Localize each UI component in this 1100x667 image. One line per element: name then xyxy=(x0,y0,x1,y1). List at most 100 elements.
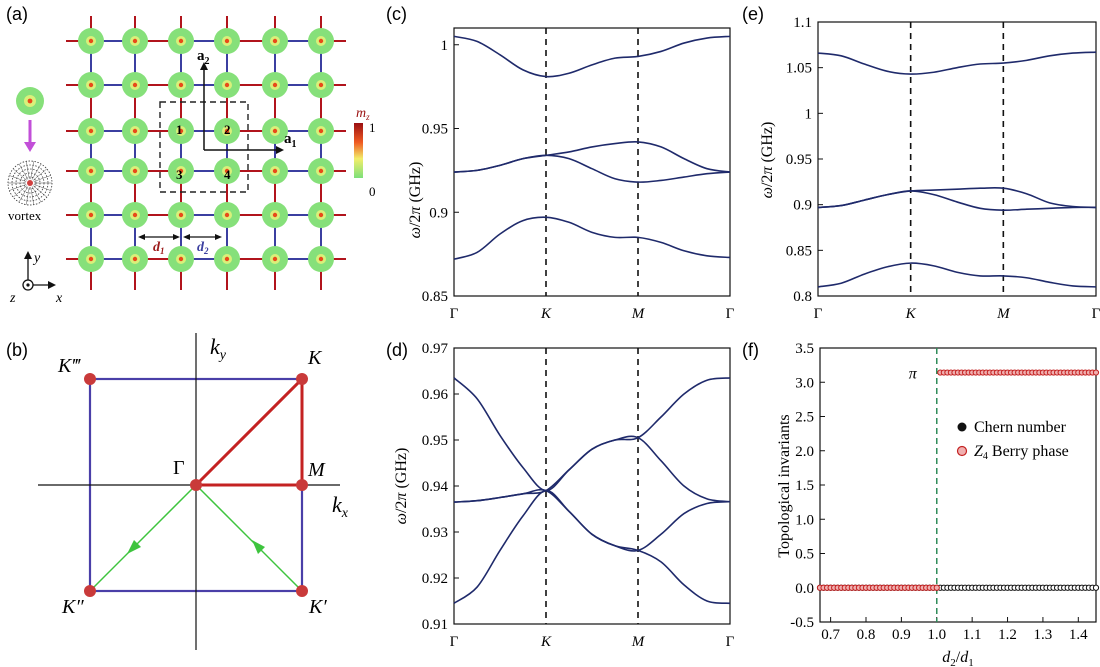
y-axis-arrowhead xyxy=(24,251,32,259)
green-arrow-right xyxy=(252,540,265,554)
xtick-label: K xyxy=(540,306,552,322)
skyrmion-core xyxy=(132,82,138,88)
d1-label: d1 xyxy=(153,240,165,256)
a2-arrowhead xyxy=(200,62,208,70)
vortex-label: vortex xyxy=(8,208,42,223)
panel-b: (b) K‴ K Γ M K″ K′ ky kx xyxy=(6,333,349,650)
ytick-label: 0.5 xyxy=(795,547,814,563)
xtick-label: 1.4 xyxy=(1069,627,1088,643)
band-band1 xyxy=(453,489,731,605)
skyrmion-core xyxy=(318,128,324,134)
panel-c-ylabel: ω/2π (GHz) xyxy=(407,162,424,239)
point-K xyxy=(296,373,308,385)
panel-d-ylabel: ω/2π (GHz) xyxy=(393,448,410,525)
ytick-label: 1.0 xyxy=(795,512,814,528)
z-axis-label: z xyxy=(9,291,16,306)
xtick-label: Γ xyxy=(450,306,459,322)
skyrmion-core xyxy=(132,128,138,134)
xtick-label: Γ xyxy=(1092,306,1100,322)
ytick-label: 1 xyxy=(441,38,449,54)
colorbar-max: 1 xyxy=(369,120,376,135)
point-M xyxy=(296,479,308,491)
xtick-label: M xyxy=(631,634,646,650)
point-Kp xyxy=(296,585,308,597)
xtick-label: Γ xyxy=(814,306,823,322)
y-axis-label: y xyxy=(32,251,41,266)
ytick-label: 0.95 xyxy=(786,152,812,168)
d2-arrowhead-left xyxy=(183,234,190,240)
ytick-label: 0.8 xyxy=(793,289,812,305)
plot-frame xyxy=(453,347,731,625)
z4-point xyxy=(933,584,940,591)
xtick-label: 1.1 xyxy=(963,627,982,643)
skyrmion-core xyxy=(318,82,324,88)
skyrmion-core xyxy=(224,82,230,88)
band-band1 xyxy=(817,262,1097,288)
skyrmion-core xyxy=(88,168,94,174)
skyrmion-core xyxy=(318,212,324,218)
ytick-label: 1 xyxy=(805,106,813,122)
skyrmion-core xyxy=(132,256,138,262)
skyrmion-core xyxy=(88,256,94,262)
legend-z4-label: Z4 Berry phase xyxy=(974,443,1069,462)
ytick-label: 0.96 xyxy=(422,387,449,403)
single-skyrmion-core xyxy=(27,98,33,104)
panel-d-plot: 0.91 0.92 0.93 0.94 0.95 0.96 0.97 Γ K M Γ xyxy=(422,341,735,650)
green-path-right xyxy=(195,484,303,592)
ytick-label: 2.0 xyxy=(795,444,814,460)
label-Kp: K′ xyxy=(308,596,327,618)
xlabel-sub2: 2 xyxy=(950,657,956,667)
legend: Chern number Z4 Berry phase xyxy=(949,413,1095,465)
a2-label: a2 xyxy=(197,48,210,67)
legend-z4-Z: Z xyxy=(974,443,984,460)
ylabel-unit: (GHz) xyxy=(759,122,776,167)
ytick-label: 2.5 xyxy=(795,410,814,426)
xtick-label: Γ xyxy=(450,634,459,650)
skyrmion-core xyxy=(224,38,230,44)
ytick-label: 3.5 xyxy=(795,341,814,357)
site-3-label: 3 xyxy=(176,167,183,182)
ylabel-rest: /2 xyxy=(393,501,410,513)
ylabel-pi: π xyxy=(407,206,424,215)
skyrmion-core xyxy=(272,212,278,218)
skyrmion-core xyxy=(132,168,138,174)
xlabel-slash: / xyxy=(956,649,961,666)
panel-f-xlabel: d2/d1 xyxy=(942,649,973,667)
ylabel-rest: /2 xyxy=(407,215,424,227)
xtick-label: 1.0 xyxy=(927,627,946,643)
point-Kppp xyxy=(84,373,96,385)
mz-label: mz xyxy=(356,106,370,122)
z-axis-dot xyxy=(26,283,30,287)
ylabel-omega: ω xyxy=(393,513,410,524)
panel-a-label: (a) xyxy=(6,4,28,24)
panel-e-label: (e) xyxy=(742,4,764,24)
panel-a: (a) 1 2 3 4 a1 a2 d1 d2 vortex xyxy=(6,4,376,306)
xtick-label: Γ xyxy=(726,634,735,650)
xtick-label: 0.7 xyxy=(821,627,840,643)
x-axis-arrowhead xyxy=(48,281,56,289)
skyrmion-core xyxy=(132,38,138,44)
ytick-label: 1.5 xyxy=(795,478,814,494)
skyrmion-core xyxy=(132,212,138,218)
skyrmion-core xyxy=(88,212,94,218)
ytick-label: 0.85 xyxy=(786,243,812,259)
vortex-spoke xyxy=(12,168,28,181)
skyrmion-core xyxy=(318,38,324,44)
skyrmion-core xyxy=(224,128,230,134)
skyrmion-core xyxy=(224,256,230,262)
skyrmion-core xyxy=(178,82,184,88)
panel-e-plot: 0.8 0.85 0.9 0.95 1 1.05 1.1 Γ K M Γ xyxy=(786,15,1100,322)
d1-arrowhead-right xyxy=(173,234,180,240)
vortex-spoke xyxy=(9,175,27,182)
ky-label: ky xyxy=(210,334,227,363)
ytick-label: 0.95 xyxy=(422,433,448,449)
vortex-spoke xyxy=(32,185,48,198)
vortex-spoke xyxy=(9,184,27,191)
band-band4 xyxy=(453,377,731,492)
green-arrow-left xyxy=(127,540,141,554)
green-path-left xyxy=(89,484,197,592)
lattice-sites xyxy=(78,28,334,272)
ytick-label: 1.05 xyxy=(786,61,812,77)
skyrmion-core xyxy=(178,256,184,262)
xtick-label: 0.9 xyxy=(892,627,911,643)
